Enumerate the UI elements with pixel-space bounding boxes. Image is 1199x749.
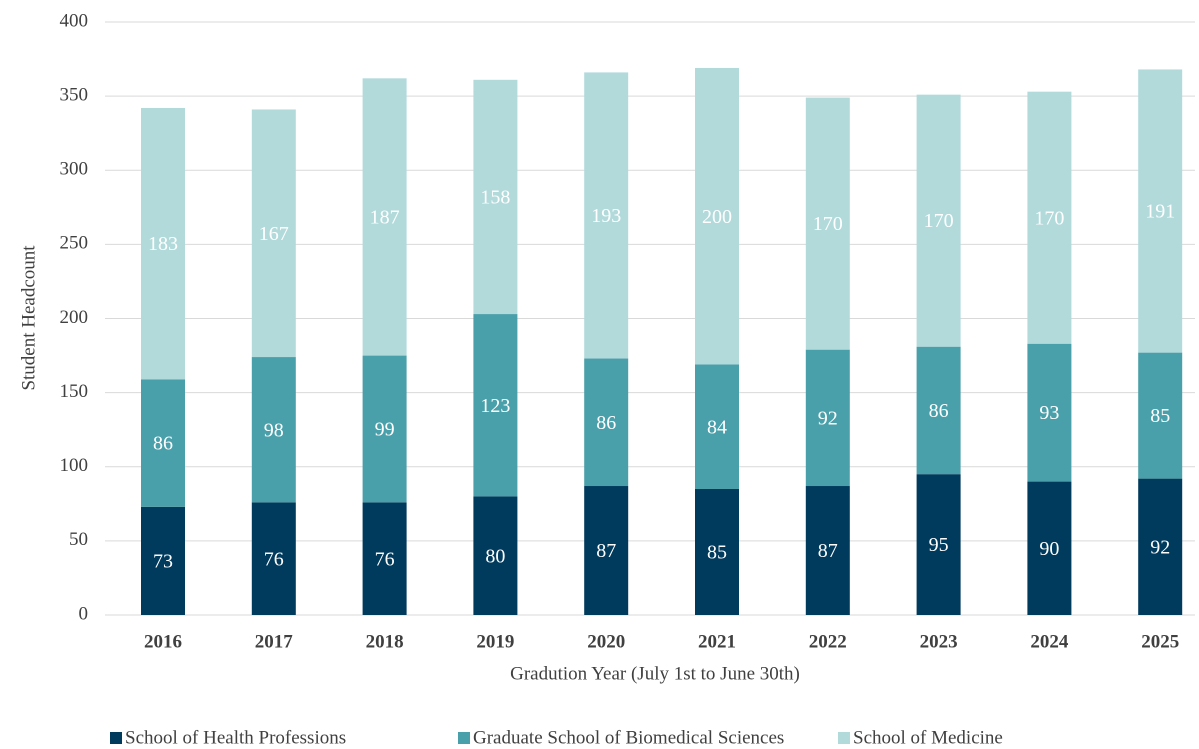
data-label: 170 xyxy=(924,210,954,232)
x-tick-label: 2020 xyxy=(587,631,625,652)
bar-segment xyxy=(805,349,850,487)
bar-segment xyxy=(1138,478,1183,615)
data-label: 95 xyxy=(929,534,949,556)
x-tick-label: 2023 xyxy=(920,631,958,652)
bar-segment xyxy=(1138,352,1183,479)
legend-swatch xyxy=(458,732,470,744)
bar-segment xyxy=(362,355,407,503)
x-tick-label: 2021 xyxy=(698,631,736,652)
data-label: 85 xyxy=(707,542,727,564)
data-label: 123 xyxy=(480,395,510,417)
legend-label: Graduate School of Biomedical Sciences xyxy=(473,727,784,748)
data-label: 187 xyxy=(370,207,400,229)
y-tick-label: 300 xyxy=(60,159,89,180)
legend-label: School of Medicine xyxy=(853,727,1003,748)
bar-segment xyxy=(584,72,629,359)
y-tick-label: 350 xyxy=(60,84,89,105)
data-label: 158 xyxy=(480,187,510,209)
x-tick-label: 2025 xyxy=(1141,631,1179,652)
bar-segment xyxy=(141,506,185,615)
y-tick-label: 200 xyxy=(60,307,89,328)
legend-swatch xyxy=(838,732,850,744)
y-tick-label: 250 xyxy=(60,233,89,254)
legend-label: School of Health Professions xyxy=(125,727,346,748)
data-label: 87 xyxy=(818,540,838,562)
data-label: 86 xyxy=(929,400,949,422)
x-tick-label: 2016 xyxy=(144,631,182,652)
data-label: 76 xyxy=(375,548,395,570)
x-tick-label: 2017 xyxy=(255,631,294,652)
legend-swatch xyxy=(110,732,122,744)
data-label: 191 xyxy=(1145,201,1175,223)
bar-segment xyxy=(695,67,739,365)
data-label: 98 xyxy=(264,419,284,441)
bar-segment xyxy=(916,474,961,615)
data-label: 84 xyxy=(707,416,727,438)
x-tick-label: 2022 xyxy=(809,631,847,652)
y-tick-label: 50 xyxy=(69,529,88,550)
bar-segment xyxy=(695,488,739,615)
data-label: 170 xyxy=(1034,207,1064,229)
y-tick-label: 100 xyxy=(60,455,89,476)
data-label: 167 xyxy=(259,223,289,245)
x-tick-label: 2024 xyxy=(1030,631,1069,652)
bar-segment xyxy=(362,78,407,356)
x-tick-label: 2019 xyxy=(476,631,514,652)
x-axis-title: Gradution Year (July 1st to June 30th) xyxy=(510,663,800,684)
bar-segment xyxy=(251,502,296,615)
bar-segment xyxy=(584,486,629,615)
y-axis-title: Student Headcount xyxy=(18,245,39,391)
bar-segment xyxy=(473,496,518,615)
data-label: 76 xyxy=(264,548,284,570)
data-label: 85 xyxy=(1150,405,1170,427)
bar-segment xyxy=(1027,481,1072,615)
data-label: 99 xyxy=(375,419,395,441)
data-label: 86 xyxy=(153,433,173,455)
y-tick-label: 150 xyxy=(60,381,89,402)
bar-segment xyxy=(251,357,296,503)
data-label: 200 xyxy=(702,206,732,228)
data-label: 87 xyxy=(596,540,616,562)
bar-segment xyxy=(695,364,739,489)
bar-segment xyxy=(805,486,850,615)
bar-segment xyxy=(1138,69,1183,353)
data-label: 183 xyxy=(148,233,178,255)
data-label: 92 xyxy=(1150,536,1170,558)
data-label: 73 xyxy=(153,550,173,572)
x-tick-label: 2018 xyxy=(366,631,404,652)
bar-segment xyxy=(362,502,407,615)
data-label: 86 xyxy=(596,412,616,434)
y-tick-label: 400 xyxy=(60,10,89,31)
bar-segment xyxy=(1027,91,1072,344)
bar-segment xyxy=(473,79,518,315)
bar-segment xyxy=(916,94,961,347)
data-label: 193 xyxy=(591,205,621,227)
bar-segment xyxy=(473,314,518,497)
data-label: 93 xyxy=(1039,402,1059,424)
bar-segment xyxy=(584,358,629,487)
bar-segment xyxy=(1027,343,1072,482)
bar-segment xyxy=(141,107,185,380)
data-label: 92 xyxy=(818,407,838,429)
data-label: 80 xyxy=(485,545,505,567)
data-label: 170 xyxy=(813,213,843,235)
bar-segment xyxy=(916,346,961,475)
data-label: 90 xyxy=(1039,538,1059,560)
bar-segment xyxy=(805,97,850,350)
y-tick-label: 0 xyxy=(79,603,89,624)
bar-segment xyxy=(141,379,185,507)
bar-segment xyxy=(251,109,296,358)
